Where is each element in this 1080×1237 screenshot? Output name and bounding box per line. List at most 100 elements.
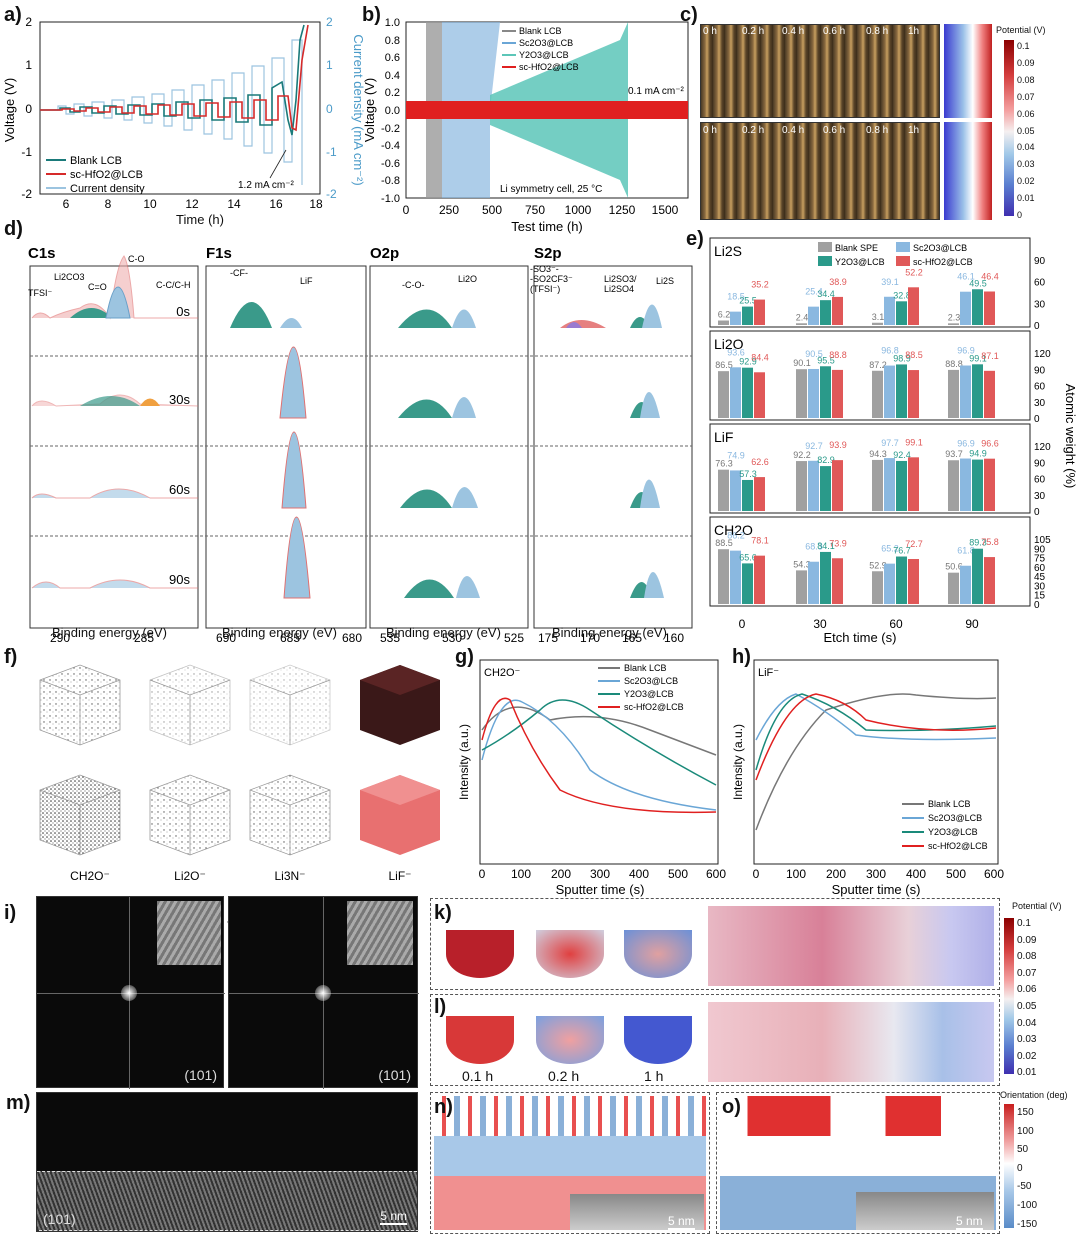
e-ytick: 60 [1034, 278, 1046, 289]
e-ytick: 90 [1034, 256, 1046, 267]
d-etch: 90s [169, 572, 190, 587]
e-bar-label: 6.2 [718, 310, 731, 320]
d-xlabel: Binding energy (eV) [222, 625, 337, 640]
a-legend-current: Current density [70, 183, 145, 195]
panel-i-fft: (101) [36, 896, 225, 1089]
c-sim-row1 [944, 24, 992, 118]
c-time: 0.8 h [866, 26, 889, 37]
panel-o-label: o) [722, 1096, 741, 1118]
l-particle-1 [446, 1016, 514, 1064]
g-species: CH2O⁻ [484, 667, 521, 679]
e-bar [820, 551, 831, 604]
e-bar [960, 365, 971, 418]
a-ytick: 2 [25, 15, 32, 29]
d-title-o2p: O2p [370, 245, 399, 262]
h-legend: Y2O3@LCB [928, 827, 978, 837]
a-ylabel-right: Current density (mA cm⁻²) [351, 34, 366, 185]
svg-text:500: 500 [668, 867, 688, 881]
c-time: 1h [908, 26, 920, 37]
e-bar-label: 93.6 [727, 347, 745, 357]
c-colorbar-ticks: 0.1 0.09 0.08 0.07 0.06 0.05 0.04 0.03 0.02 0.01 0 [1017, 41, 1035, 221]
n-tem-inset [570, 1194, 704, 1230]
e-bar [754, 372, 765, 418]
e-bar [808, 368, 819, 418]
e-bar [718, 549, 729, 604]
e-bar-label: 57.3 [739, 469, 757, 479]
g-legend: Sc2O3@LCB [624, 676, 678, 686]
svg-text:(TFSI⁻): (TFSI⁻) [530, 284, 560, 294]
e-bar [984, 557, 995, 604]
f-species: LiF⁻ [388, 869, 411, 883]
e-bar-label: 86.2 [727, 531, 745, 541]
svg-text:500: 500 [946, 867, 966, 881]
e-bar [796, 461, 807, 511]
e-ylabel: Atomic weight (%) [1063, 384, 1078, 489]
a-xtick: 6 [63, 197, 70, 211]
h-xlabel: Sputter time (s) [832, 882, 921, 897]
e-bar-label: 82.9 [817, 455, 835, 465]
no-colorbar-ticks: 150 100 50 0 -50 -100 -150 [1017, 1107, 1038, 1230]
h-species: LiF⁻ [758, 667, 779, 679]
e-ytick: 105 [1034, 535, 1051, 546]
c-time: 0.2 h [742, 125, 765, 136]
e-bar-label: 96.6 [981, 439, 999, 449]
c-time: 1h [908, 125, 920, 136]
b-ytick: 0.6 [385, 52, 400, 64]
b-ytick: 0.0 [385, 105, 400, 117]
e-bar [908, 370, 919, 418]
e-ytick: 0 [1034, 321, 1040, 332]
e-bar [948, 323, 959, 325]
d-title-s2p: S2p [534, 245, 562, 262]
e-bar-label: 96.9 [957, 346, 975, 356]
h-ylabel: Intensity (a.u.) [731, 724, 745, 800]
c-time: 0.8 h [866, 125, 889, 136]
e-bar-label: 87.1 [981, 351, 999, 361]
a-ytick: -1 [21, 145, 32, 159]
svg-text:200: 200 [826, 867, 846, 881]
e-bar [896, 556, 907, 604]
e-bar [984, 370, 995, 418]
e-bar [972, 548, 983, 604]
d-title-f1s: F1s [206, 245, 232, 262]
e-bar-label: 92.2 [793, 450, 811, 460]
svg-text:600: 600 [984, 867, 1004, 881]
k-particle-1 [446, 930, 514, 978]
e-bar-label: 46.1 [957, 272, 975, 282]
svg-text:170: 170 [580, 631, 600, 645]
e-bar [808, 306, 819, 325]
e-bar-label: 84.1 [817, 541, 835, 551]
e-ytick: 75 [1034, 554, 1046, 565]
e-bar-label: 97.7 [881, 438, 899, 448]
e-bar-label: 2.4 [796, 312, 809, 322]
e-legend: Y2O3@LCB [835, 257, 885, 267]
c-time: 0 h [703, 26, 717, 37]
e-ytick: 30 [1034, 398, 1046, 409]
current-density-steps [40, 39, 303, 185]
l-particle-2 [536, 1016, 604, 1064]
m-plane: (101) [43, 1211, 76, 1227]
panel-a-label: a) [4, 4, 22, 26]
a-ytick-right: 1 [326, 58, 333, 72]
b-annotation2: Li symmetry cell, 25 °C [500, 184, 602, 195]
svg-text:-SO2CF3⁻: -SO2CF3⁻ [530, 274, 573, 284]
panel-h-label: h) [732, 646, 751, 668]
e-bar-label: 92.9 [739, 357, 757, 367]
e-bar [908, 457, 919, 511]
panel-n-box [430, 1092, 710, 1234]
e-bar [960, 458, 971, 511]
e-ytick: 0 [1034, 507, 1040, 518]
svg-text:530: 530 [442, 631, 462, 645]
a-xtick: 10 [143, 197, 157, 211]
e-xtick: 0 [739, 617, 746, 631]
e-bar-label: 18.5 [727, 292, 745, 302]
a-ytick-right: -1 [326, 145, 337, 159]
e-bar [972, 459, 983, 511]
svg-text:C-O: C-O [128, 254, 145, 264]
e-bar-label: 75.8 [981, 537, 999, 547]
e-subplot-frame [709, 423, 1031, 514]
l-sim [708, 1002, 994, 1082]
e-bar-label: 86.5 [715, 360, 733, 370]
panel-k-label: k) [434, 902, 452, 924]
svg-text:400: 400 [906, 867, 926, 881]
d-etch: 60s [169, 482, 190, 497]
